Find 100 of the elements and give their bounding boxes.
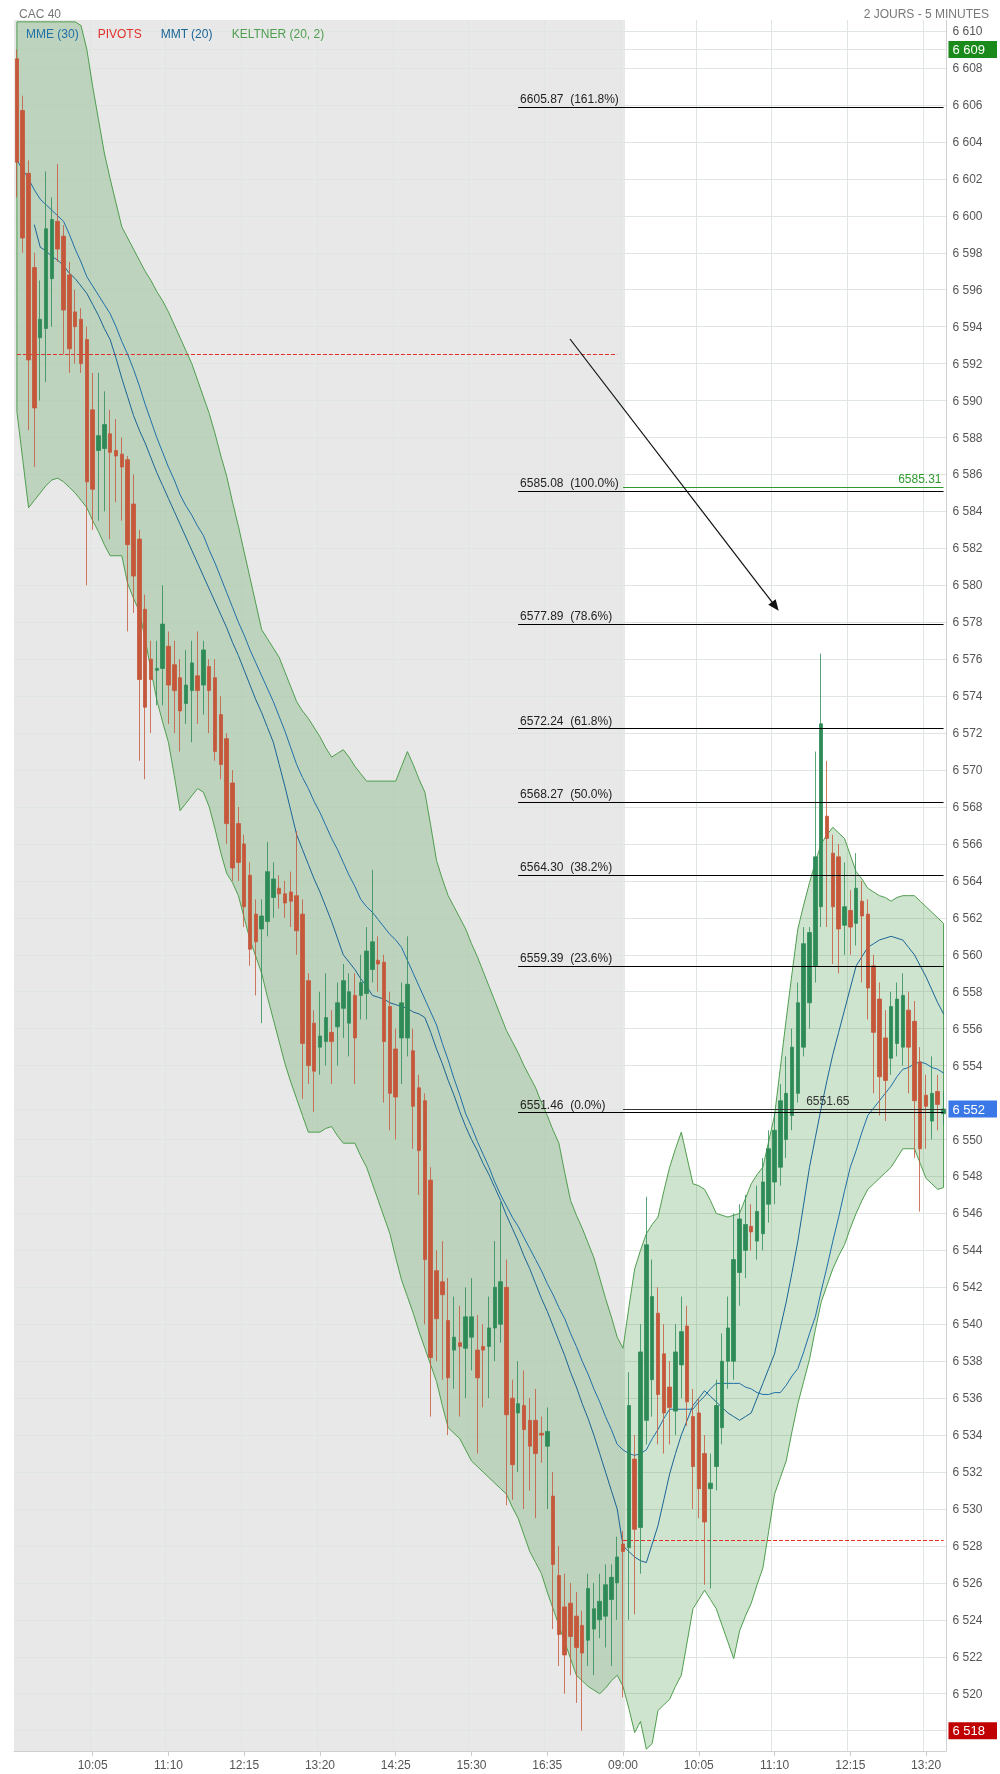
y-tick-label: 6 544 — [952, 1243, 983, 1258]
y-tick-label: 6 572 — [952, 726, 983, 741]
y-tick-label: 6 590 — [952, 393, 983, 408]
candlestick — [195, 631, 200, 725]
ref-line-label: 6551.65 — [806, 1094, 850, 1109]
candlestick — [545, 1406, 550, 1510]
candlestick — [551, 1471, 555, 1630]
y-tick-label: 6 528 — [952, 1538, 983, 1553]
y-tick-label: 6 554 — [952, 1058, 983, 1073]
y-tick-label: 6 546 — [952, 1206, 983, 1221]
candlestick — [190, 640, 194, 743]
y-tick-label: 6 570 — [952, 763, 983, 778]
candlestick — [487, 1296, 491, 1399]
candlestick — [207, 658, 211, 734]
x-tick-label: 09:00 — [608, 1758, 639, 1772]
candlestick — [632, 1434, 637, 1615]
candlestick — [627, 1371, 631, 1621]
text: MMT (20) — [160, 27, 213, 41]
y-tick-label: 6 548 — [952, 1169, 983, 1184]
ref-line-label: 6605.87 (161.8%) — [520, 92, 619, 107]
candlestick — [755, 1185, 759, 1260]
x-tick-label: 14:25 — [380, 1758, 412, 1772]
candlestick — [213, 658, 217, 762]
x-tick-label: 16:35 — [532, 1758, 563, 1772]
candlestick — [417, 1074, 421, 1196]
ref-line-label: 6572.24 (61.8%) — [520, 713, 613, 728]
candlestick — [901, 972, 905, 1067]
ref-line-label: 6577.89 (78.6%) — [520, 609, 613, 624]
y-tick-label: 6 556 — [952, 1021, 983, 1036]
x-tick-label: 13:20 — [911, 1758, 942, 1772]
y-tick-label: 6 542 — [952, 1280, 983, 1295]
candlestick — [458, 1305, 462, 1418]
x-tick-label: 10:05 — [683, 1758, 715, 1772]
candlestick — [708, 1453, 713, 1589]
candlestick — [656, 1286, 660, 1445]
ref-line-label: 6585.31 — [898, 472, 942, 487]
y-tick-label: 6 600 — [952, 208, 983, 223]
y-tick-label: 6 534 — [952, 1428, 983, 1443]
candlestick — [114, 418, 118, 503]
x-tick-label: 13:20 — [304, 1758, 336, 1772]
ref-line-label: 6559.39 (23.6%) — [520, 951, 613, 966]
candlestick — [522, 1370, 526, 1510]
candlestick — [895, 982, 899, 1057]
y-tick-label: 6 609 — [952, 42, 986, 58]
y-tick-label: 6 518 — [952, 1723, 986, 1739]
candlestick — [446, 1277, 450, 1436]
candlestick — [108, 409, 112, 540]
candlestick — [924, 1074, 928, 1150]
candlestick — [621, 1530, 625, 1698]
y-tick-label: 6 592 — [952, 356, 983, 371]
candlestick — [842, 862, 847, 956]
candlestick — [254, 898, 258, 996]
ref-line-label: 6551.46 (0.0%) — [520, 1097, 606, 1112]
candlestick — [586, 1573, 590, 1667]
y-tick-label: 6 550 — [952, 1132, 983, 1147]
candlestick — [854, 852, 858, 946]
candlestick — [38, 280, 42, 401]
y-tick-label: 6 522 — [952, 1649, 983, 1664]
text: MME (30) — [26, 27, 79, 41]
y-tick-label: 6 526 — [952, 1575, 983, 1590]
candlestick — [941, 1091, 946, 1126]
candlestick — [201, 640, 206, 716]
x-tick-label: 12:15 — [835, 1758, 866, 1772]
y-tick-label: 6 562 — [952, 910, 983, 925]
x-tick-label: 12:15 — [229, 1758, 260, 1772]
candlestick — [248, 862, 252, 967]
candlestick — [452, 1296, 456, 1390]
candlestick — [848, 889, 853, 956]
candlestick — [860, 880, 864, 983]
candlestick — [685, 1305, 689, 1427]
candlestick — [184, 649, 188, 725]
candlestick — [691, 1388, 695, 1510]
y-tick-label: 6 596 — [952, 282, 983, 297]
y-tick-label: 6 594 — [952, 319, 983, 334]
candlestick — [324, 972, 328, 1067]
x-tick-label: 15:30 — [456, 1758, 487, 1772]
y-tick-label: 6 566 — [952, 836, 983, 851]
y-tick-label: 6 608 — [952, 61, 983, 76]
y-tick-label: 6 552 — [952, 1101, 986, 1117]
candlestick — [329, 1009, 334, 1085]
candlestick — [749, 1203, 753, 1251]
y-tick-label: 6 560 — [952, 947, 983, 962]
y-tick-label: 6 574 — [952, 689, 983, 704]
legend-label: KELTNER (20, 2) — [231, 27, 325, 41]
y-tick-label: 6 598 — [952, 245, 983, 260]
candlestick — [318, 991, 322, 1076]
candlestick — [382, 954, 386, 1103]
y-tick-label: 6 606 — [952, 97, 983, 112]
y-tick-label: 6 564 — [952, 873, 983, 888]
x-tick-label: 11:10 — [759, 1758, 790, 1772]
y-tick-label: 6 610 — [952, 24, 983, 39]
y-tick-label: 6 588 — [952, 430, 983, 445]
candlestick — [376, 935, 380, 993]
y-tick-label: 6 580 — [952, 578, 983, 593]
chart-title: CAC 40 — [19, 7, 62, 21]
x-tick-label: 11:10 — [153, 1758, 184, 1772]
y-tick-label: 6 576 — [952, 652, 983, 667]
y-tick-label: 6 602 — [952, 171, 983, 186]
candlestick — [516, 1360, 520, 1473]
y-tick-label: 6 524 — [952, 1612, 983, 1627]
